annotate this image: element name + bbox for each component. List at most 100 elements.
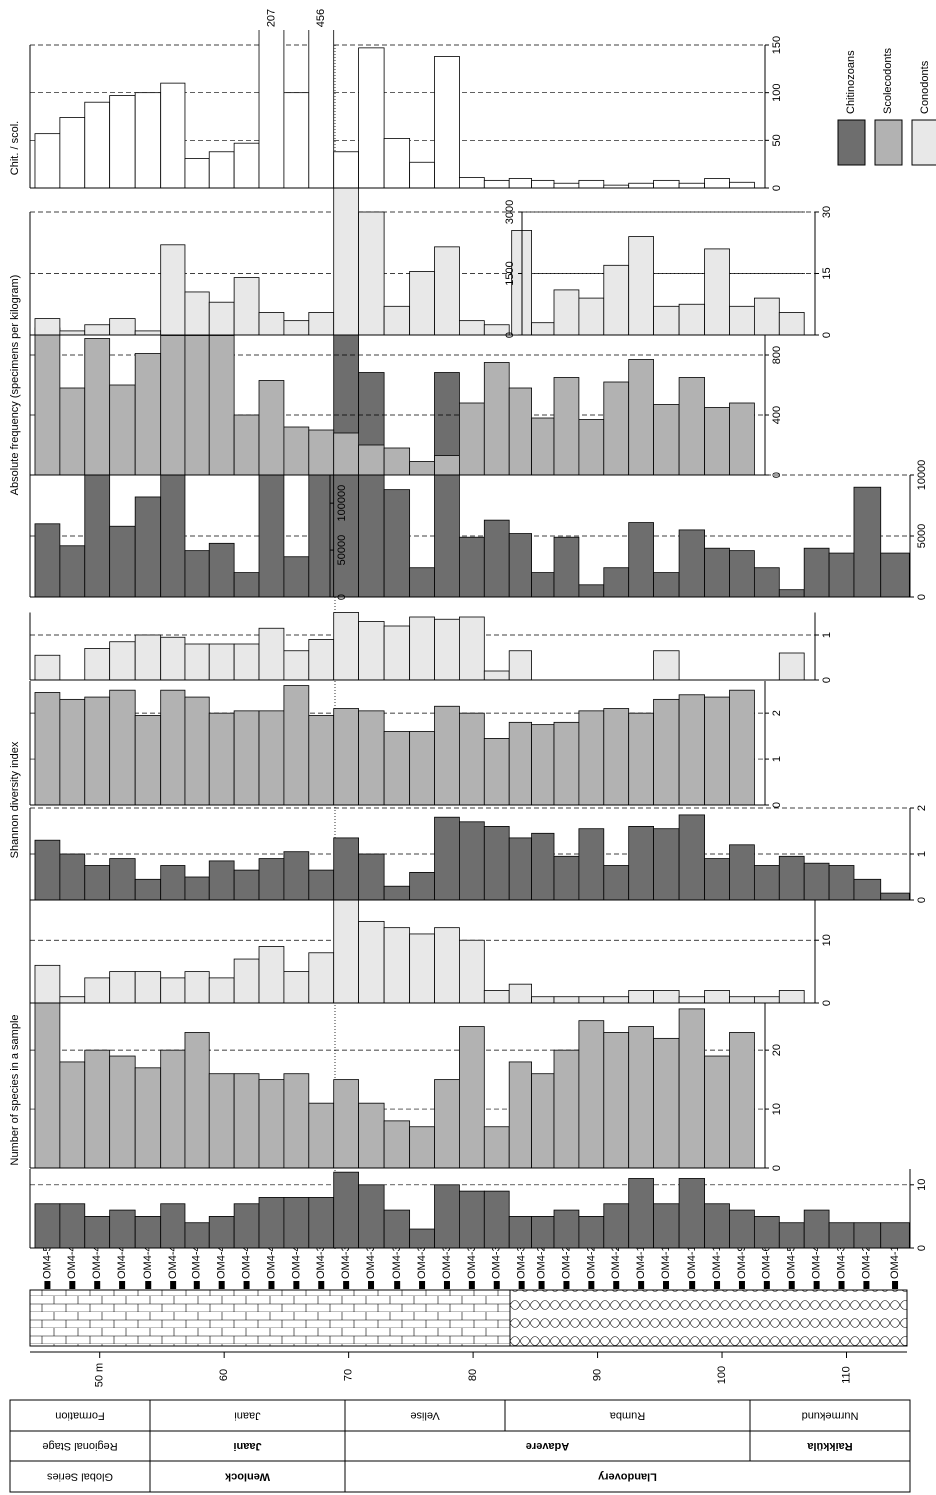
bar: [653, 404, 680, 476]
bar: [729, 1032, 755, 1169]
sample-marker: [518, 1281, 525, 1289]
bar: [34, 1203, 61, 1249]
legend-label: Conodonts: [919, 60, 931, 114]
bar: [59, 1061, 86, 1169]
bar: [578, 828, 605, 901]
bar: [753, 1216, 780, 1249]
sample-label: OM4-36: [391, 1239, 403, 1279]
bar: [34, 654, 61, 681]
bar: [233, 572, 260, 598]
bar: [459, 320, 485, 336]
bar: [109, 1209, 136, 1249]
depth-tick-label: 70: [343, 1369, 355, 1381]
y2-tick-label: 50000: [336, 535, 348, 566]
bar: [409, 872, 435, 901]
legend-swatch: [911, 119, 936, 166]
y-tick-label: 5000: [916, 524, 928, 548]
bar: [628, 826, 654, 901]
bar: [208, 860, 235, 901]
bar: [553, 377, 580, 476]
bar: [109, 1055, 136, 1169]
bar: [508, 178, 533, 189]
axis-title: Absolute frequency (specimens per kilogr…: [9, 275, 21, 496]
bar: [531, 179, 555, 189]
bar: [134, 715, 162, 806]
bar: [333, 612, 359, 681]
sample-label: OM4-37: [365, 1239, 377, 1279]
bar: [160, 1203, 186, 1249]
bar: [283, 556, 310, 598]
bar: [333, 895, 359, 1004]
sample-marker: [689, 1281, 696, 1289]
bar: [358, 1102, 385, 1169]
bar: [483, 1126, 510, 1169]
bar: [383, 489, 411, 598]
bar: [109, 95, 136, 189]
bar: [383, 731, 411, 806]
sample-label: OM4-48: [91, 1239, 103, 1279]
row-header: Formation: [55, 1410, 105, 1422]
bar: [59, 698, 86, 806]
bar: [704, 178, 730, 189]
bar: [233, 414, 260, 476]
bar: [578, 1020, 605, 1169]
sample-marker: [468, 1281, 475, 1289]
bar: [531, 724, 555, 806]
sample-label: OM4-47: [116, 1239, 128, 1279]
bar: [434, 1184, 460, 1249]
bar: [308, 715, 335, 806]
sample-marker: [94, 1281, 101, 1289]
bar: [258, 946, 285, 1004]
bar: [653, 1037, 680, 1169]
bar: [109, 384, 136, 476]
bar: [160, 1049, 186, 1169]
unit-label: Jaani: [233, 1440, 261, 1452]
bar: [778, 312, 805, 336]
bar: [358, 372, 385, 598]
bar: [358, 211, 385, 336]
bar: [653, 698, 680, 806]
sample-label: OM4-24: [585, 1239, 597, 1279]
bar: [409, 1228, 435, 1249]
bar: [160, 977, 186, 1004]
bar: [333, 837, 359, 901]
sample-marker: [419, 1281, 426, 1289]
bar: [828, 552, 855, 598]
sample-label: OM4-6: [761, 1245, 773, 1279]
bar: [459, 939, 485, 1004]
bar: [778, 1222, 805, 1249]
bar: [109, 971, 136, 1004]
bar: [208, 542, 235, 598]
bar: [483, 362, 510, 476]
bar: [34, 318, 61, 336]
legend-label: Scolecodonts: [882, 47, 894, 114]
sample-label: OM4-45: [167, 1239, 179, 1279]
bar: [603, 567, 630, 598]
bar: [853, 878, 882, 901]
bar: [208, 151, 235, 189]
bar: [134, 1216, 162, 1249]
depth-tick-label: 90: [591, 1369, 603, 1381]
y-tick-label: 10: [771, 1103, 783, 1115]
bar: [778, 990, 805, 1004]
y-tick-label: 0: [771, 802, 783, 808]
bar: [434, 705, 460, 806]
bar: [160, 335, 186, 476]
bar: [778, 652, 805, 681]
y-tick-label: 0: [916, 897, 928, 903]
bar: [603, 996, 630, 1004]
sample-marker: [538, 1281, 545, 1289]
sample-marker: [293, 1281, 300, 1289]
bar: [653, 828, 680, 901]
sample-marker: [738, 1281, 745, 1289]
bar: [628, 182, 654, 189]
bar: [160, 865, 186, 901]
bar: [184, 291, 210, 336]
bar: [184, 643, 210, 681]
bar: [34, 1002, 61, 1169]
bar: [109, 689, 136, 806]
sample-label: OM4-32: [491, 1239, 503, 1279]
sample-label: OM4-1: [889, 1245, 901, 1279]
bar: [409, 567, 435, 598]
bar: [704, 990, 730, 1004]
